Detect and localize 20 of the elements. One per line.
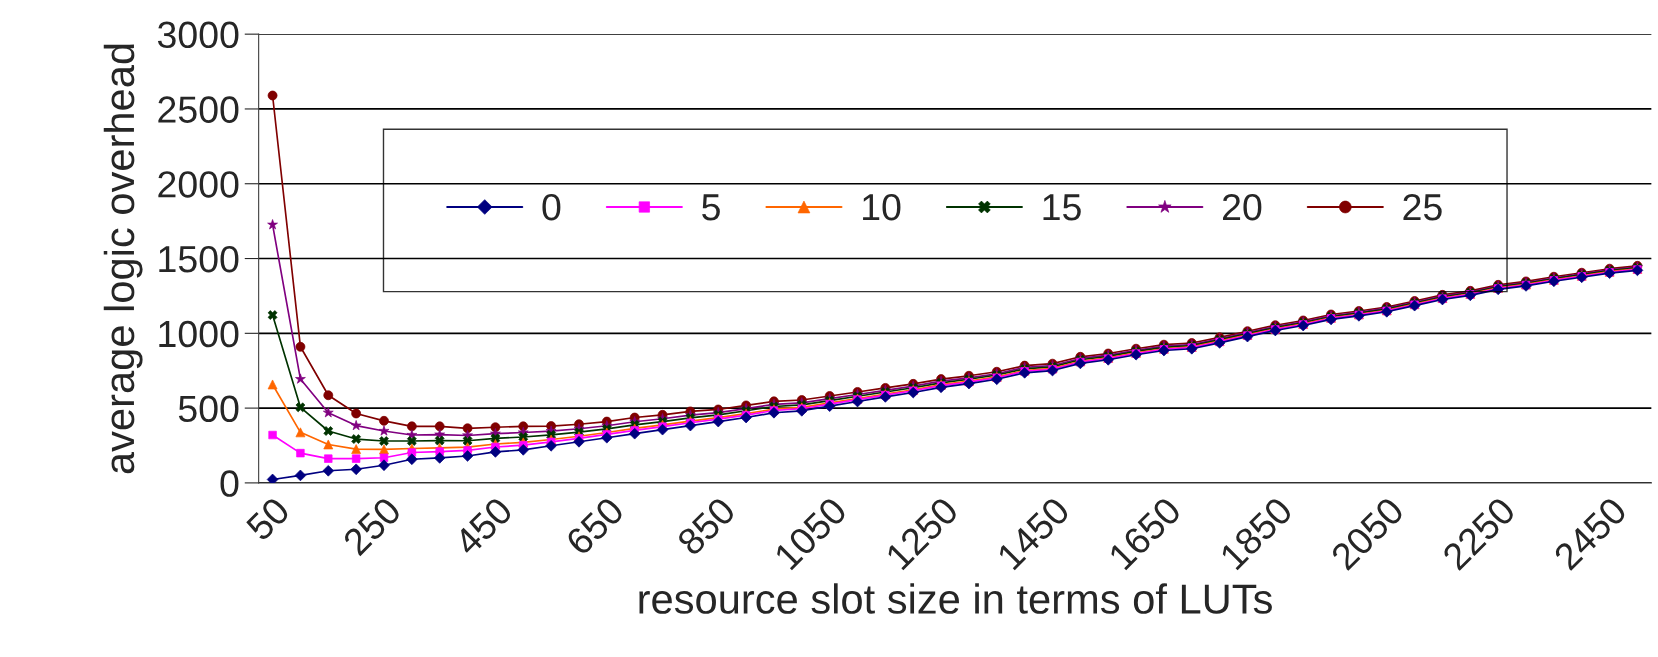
x-axis-title: resource slot size in terms of LUTs <box>639 583 1272 614</box>
y-tick-label: 1000 <box>159 320 239 348</box>
y-tick-label: 1500 <box>159 245 239 273</box>
y-tick-label: 2000 <box>158 171 239 198</box>
x-tick-label: 650 <box>564 495 626 557</box>
x-tick-label: 50 <box>244 495 292 542</box>
x-tick-label: 250 <box>341 495 403 557</box>
x-tick-label: 850 <box>675 495 737 557</box>
legend-label: 15 <box>1043 194 1081 221</box>
y-tick-label: 3000 <box>157 21 239 49</box>
legend-label: 25 <box>1403 193 1442 221</box>
legend-label: 5 <box>702 194 720 221</box>
legend-label: 10 <box>863 193 901 221</box>
y-tick-label: 2500 <box>158 96 239 123</box>
y-axis-title: average logic overhead <box>103 44 143 474</box>
y-tick-label: 500 <box>178 395 239 423</box>
y-tick-label: 0 <box>220 470 239 497</box>
legend-label: 20 <box>1223 193 1262 221</box>
legend-label: 0 <box>542 193 561 221</box>
x-tick-label: 450 <box>452 495 514 558</box>
